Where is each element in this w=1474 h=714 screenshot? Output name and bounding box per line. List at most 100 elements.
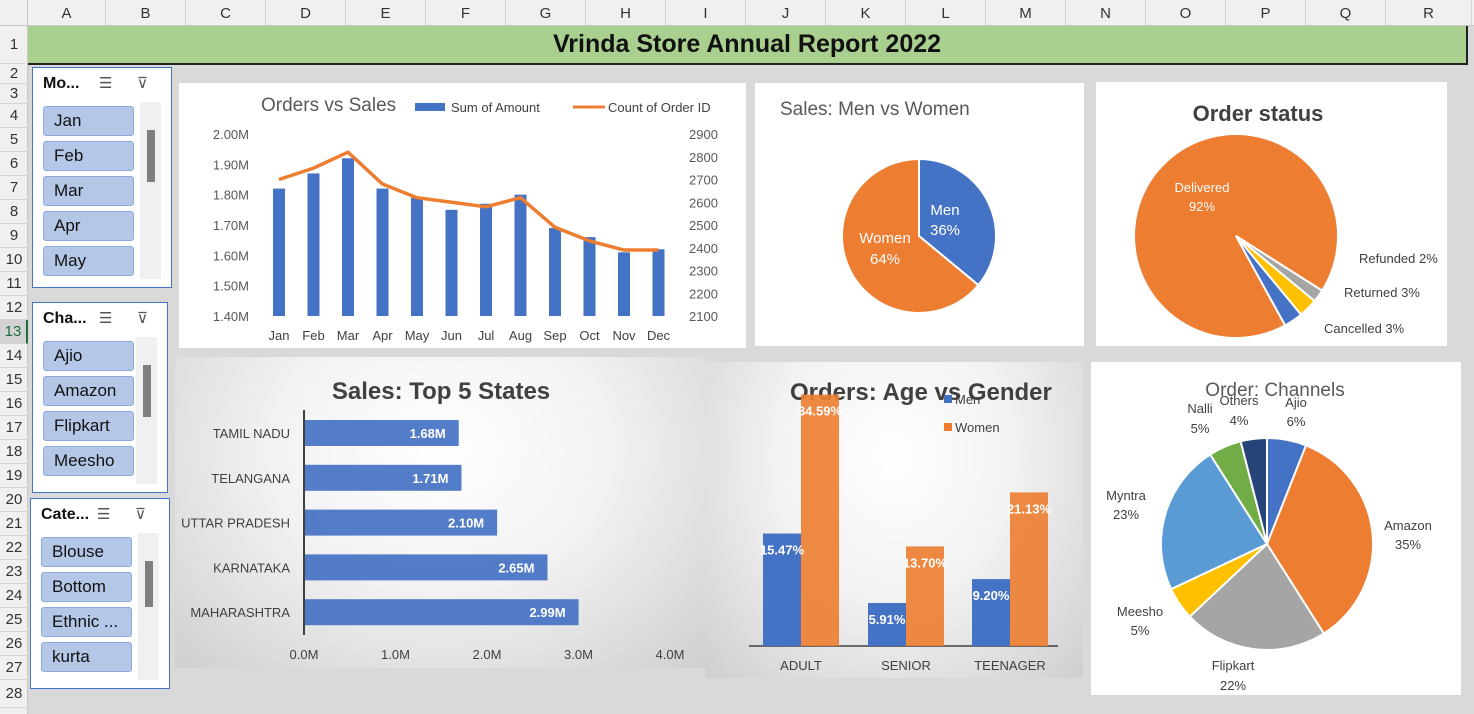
column-header-o[interactable]: O xyxy=(1146,0,1226,26)
multi-select-icon[interactable]: ☰ xyxy=(97,506,111,523)
row-header-2[interactable]: 2 xyxy=(0,64,28,84)
row-header-18[interactable]: 18 xyxy=(0,440,28,464)
y-right-tick-label: 2600 xyxy=(689,195,718,210)
slicer-item[interactable]: Amazon xyxy=(43,376,134,406)
slicer-item[interactable]: Blouse xyxy=(41,537,132,567)
row-header-15[interactable]: 15 xyxy=(0,368,28,392)
row-header-21[interactable]: 21 xyxy=(0,512,28,536)
column-header-r[interactable]: R xyxy=(1386,0,1472,26)
slicer-item[interactable]: Meesho xyxy=(43,446,134,476)
row-header-14[interactable]: 14 xyxy=(0,344,28,368)
clear-filter-icon[interactable]: ⊽ xyxy=(137,75,148,92)
x-tick-label: Oct xyxy=(579,328,600,343)
x-tick-label: May xyxy=(405,328,430,343)
bar-value-label: 5.91% xyxy=(869,612,906,627)
column-header-l[interactable]: L xyxy=(906,0,986,26)
column-header-c[interactable]: C xyxy=(186,0,266,26)
order-channels-chart[interactable]: Order: Channels Ajio 6% Amazon 35% Flipkart 22… xyxy=(1091,362,1461,695)
slicer-item[interactable]: Apr xyxy=(43,211,134,241)
column-header-g[interactable]: G xyxy=(506,0,586,26)
bar-amount xyxy=(618,252,630,316)
row-header-13[interactable]: 13 xyxy=(0,320,28,344)
row-header-4[interactable]: 4 xyxy=(0,104,28,128)
row-header-12[interactable]: 12 xyxy=(0,296,28,320)
row-header-6[interactable]: 6 xyxy=(0,152,28,176)
slicer-item[interactable]: Jan xyxy=(43,106,134,136)
row-header-7[interactable]: 7 xyxy=(0,176,28,200)
order-status-chart[interactable]: Order status Delivered 92% Refunded 2% Retur… xyxy=(1096,82,1447,346)
row-header-20[interactable]: 20 xyxy=(0,488,28,512)
row-header-8[interactable]: 8 xyxy=(0,200,28,224)
slice-pct: 36% xyxy=(930,222,960,239)
slicer-scrollbar[interactable] xyxy=(138,533,159,680)
row-header-23[interactable]: 23 xyxy=(0,560,28,584)
column-header-k[interactable]: K xyxy=(826,0,906,26)
clear-filter-icon[interactable]: ⊽ xyxy=(135,506,146,523)
column-header-q[interactable]: Q xyxy=(1306,0,1386,26)
column-header-f[interactable]: F xyxy=(426,0,506,26)
slicer-item[interactable]: Feb xyxy=(43,141,134,171)
row-header-9[interactable]: 9 xyxy=(0,224,28,248)
row-header-16[interactable]: 16 xyxy=(0,392,28,416)
slice-label: Delivered xyxy=(1175,180,1230,195)
slicer-month[interactable]: Mo... ☰ ⊽ Jan Feb Mar Apr May xyxy=(32,67,172,288)
row-header-5[interactable]: 5 xyxy=(0,128,28,152)
slice-label: Women xyxy=(859,230,910,247)
row-header-17[interactable]: 17 xyxy=(0,416,28,440)
sales-men-women-chart[interactable]: Sales: Men vs Women Men 36% Women 64% xyxy=(755,83,1084,346)
clear-filter-icon[interactable]: ⊽ xyxy=(137,310,148,327)
column-header-p[interactable]: P xyxy=(1226,0,1306,26)
column-header-n[interactable]: N xyxy=(1066,0,1146,26)
slicer-scrollbar[interactable] xyxy=(140,102,161,279)
slicer-channel[interactable]: Cha... ☰ ⊽ Ajio Amazon Flipkart Meesho xyxy=(32,302,168,493)
row-header-28[interactable]: 28 xyxy=(0,680,28,708)
slicer-item[interactable]: Mar xyxy=(43,176,134,206)
select-all-corner[interactable] xyxy=(0,0,28,26)
chart-title: Orders vs Sales xyxy=(261,95,396,116)
multi-select-icon[interactable]: ☰ xyxy=(99,310,113,327)
row-header-24[interactable]: 24 xyxy=(0,584,28,608)
column-header-i[interactable]: I xyxy=(666,0,746,26)
slicer-item[interactable]: Bottom xyxy=(41,572,132,602)
slicer-scrollbar[interactable] xyxy=(136,337,157,484)
slicer-scroll-thumb[interactable] xyxy=(143,365,151,417)
row-header-1[interactable]: 1 xyxy=(0,26,28,64)
slice-label: Flipkart xyxy=(1212,658,1255,673)
slicer-item[interactable]: Ajio xyxy=(43,341,134,371)
column-header-e[interactable]: E xyxy=(346,0,426,26)
y-right-tick-label: 2800 xyxy=(689,150,718,165)
row-header-27[interactable]: 27 xyxy=(0,656,28,680)
slicer-category[interactable]: Cate... ☰ ⊽ Blouse Bottom Ethnic ... kurta xyxy=(30,498,170,689)
bar-value-label: 34.59% xyxy=(798,404,843,419)
row-header-22[interactable]: 22 xyxy=(0,536,28,560)
slicer-scroll-thumb[interactable] xyxy=(145,561,153,607)
bar-value-label: 2.10M xyxy=(448,516,484,531)
column-header-m[interactable]: M xyxy=(986,0,1066,26)
channels-slice-flipkart xyxy=(1188,542,1326,651)
orders-vs-sales-chart[interactable]: Orders vs Sales Sum of Amount Count of Ord… xyxy=(179,83,746,348)
column-header-j[interactable]: J xyxy=(746,0,826,26)
multi-select-icon[interactable]: ☰ xyxy=(99,75,113,92)
top5-states-chart[interactable]: Sales: Top 5 States 1.68M TAMIL NADU 1.71M T… xyxy=(175,357,706,668)
column-header-a[interactable]: A xyxy=(28,0,106,26)
column-header-d[interactable]: D xyxy=(266,0,346,26)
slicer-item[interactable]: Flipkart xyxy=(43,411,134,441)
column-header-b[interactable]: B xyxy=(106,0,186,26)
slice-pct: 64% xyxy=(870,251,900,268)
slicer-item[interactable]: Ethnic ... xyxy=(41,607,132,637)
row-header-11[interactable]: 11 xyxy=(0,272,28,296)
row-header-25[interactable]: 25 xyxy=(0,608,28,632)
y-right-tick-label: 2500 xyxy=(689,218,718,233)
slicer-item[interactable]: May xyxy=(43,246,134,276)
row-header-19[interactable]: 19 xyxy=(0,464,28,488)
slicer-item[interactable]: kurta xyxy=(41,642,132,672)
slicer-scroll-thumb[interactable] xyxy=(147,130,155,182)
row-header-26[interactable]: 26 xyxy=(0,632,28,656)
column-header-h[interactable]: H xyxy=(586,0,666,26)
bar-value-label: 9.20% xyxy=(973,588,1010,603)
row-header-10[interactable]: 10 xyxy=(0,248,28,272)
x-tick-label: ADULT xyxy=(780,658,822,673)
row-header-3[interactable]: 3 xyxy=(0,84,28,104)
y-right-tick-label: 2300 xyxy=(689,264,718,279)
age-vs-gender-chart[interactable]: Orders: Age vs Gender Men Women 15.47% 34.59… xyxy=(706,362,1083,678)
